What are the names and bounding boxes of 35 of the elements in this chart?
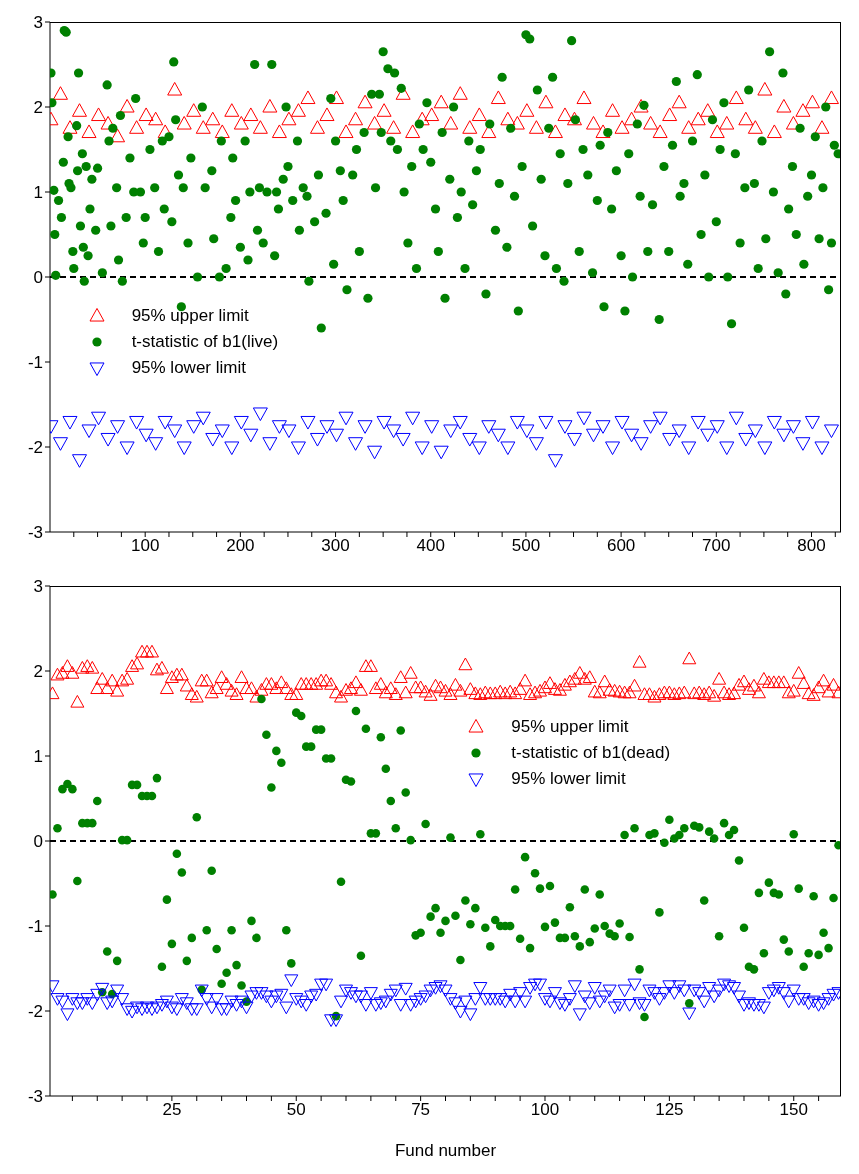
x-tick-label: 150 xyxy=(779,1100,808,1120)
legend-label: t-statistic of b1(live) xyxy=(131,331,279,352)
y-tick-label: 0 xyxy=(33,832,43,852)
y-tick-label: -2 xyxy=(27,1002,43,1022)
x-tick-label: 400 xyxy=(416,536,445,556)
y-tick-label: 1 xyxy=(33,183,43,203)
x-tick-label: 700 xyxy=(702,536,731,556)
y-tick-label: 1 xyxy=(33,747,43,767)
x-tick-label: 125 xyxy=(655,1100,684,1120)
x-axis-title: Fund number xyxy=(394,1141,497,1161)
y-tick-label: 0 xyxy=(33,268,43,288)
y-tick-label: 3 xyxy=(33,577,43,597)
x-tick-label: 75 xyxy=(411,1100,431,1120)
x-tick-label: 25 xyxy=(162,1100,182,1120)
x-tick-label: 50 xyxy=(286,1100,306,1120)
y-tick-label: -3 xyxy=(27,1087,43,1107)
x-tick-label: 300 xyxy=(321,536,350,556)
y-tick-label: -2 xyxy=(27,438,43,458)
y-tick-label: -1 xyxy=(27,353,43,373)
y-tick-label: -1 xyxy=(27,917,43,937)
y-tick-label: 2 xyxy=(33,662,43,682)
x-tick-label: 200 xyxy=(226,536,255,556)
legend-label: 95% lower limit xyxy=(131,357,246,378)
legend-label: 95% upper limit xyxy=(511,716,629,737)
legend-label: 95% lower limit xyxy=(511,768,626,789)
legend-label: 95% upper limit xyxy=(131,305,249,326)
x-tick-label: 100 xyxy=(530,1100,560,1120)
x-tick-label: 500 xyxy=(511,536,541,556)
y-tick-label: 2 xyxy=(33,98,43,118)
x-tick-label: 100 xyxy=(131,536,160,556)
x-tick-label: 600 xyxy=(606,536,636,556)
x-tick-label: 800 xyxy=(797,536,826,556)
legend-label: t-statistic of b1(dead) xyxy=(511,742,671,763)
y-tick-label: 3 xyxy=(33,13,43,33)
y-tick-label: -3 xyxy=(27,523,43,543)
